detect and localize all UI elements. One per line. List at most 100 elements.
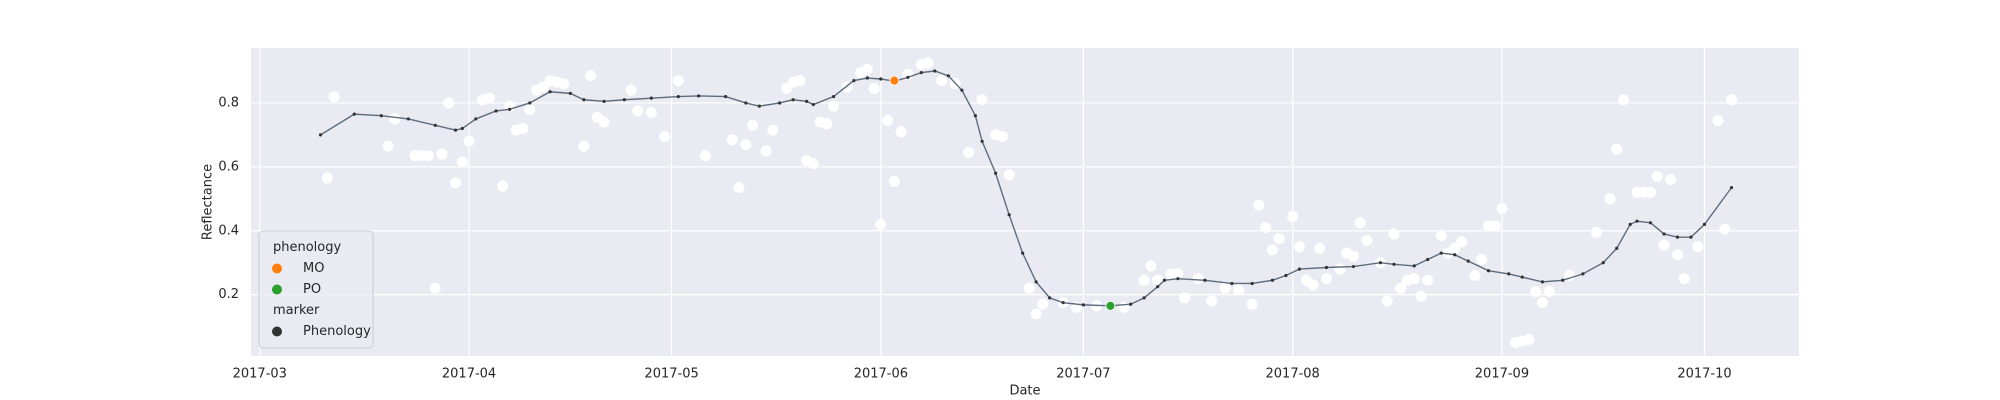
observation-point xyxy=(1334,263,1346,275)
line-dot xyxy=(1581,272,1585,276)
line-dot xyxy=(1520,275,1524,279)
line-dot xyxy=(1081,303,1085,307)
observation-point xyxy=(1347,250,1359,262)
line-dot xyxy=(1129,302,1133,306)
line-dot xyxy=(1203,278,1207,282)
observation-point xyxy=(1179,292,1191,304)
observation-point xyxy=(828,100,840,112)
observation-point xyxy=(1476,254,1488,266)
observation-point xyxy=(1604,193,1616,205)
observation-point xyxy=(1192,273,1204,285)
line-dot xyxy=(744,101,748,105)
observation-point xyxy=(1233,284,1245,296)
observation-point xyxy=(672,75,684,87)
line-dot xyxy=(1176,277,1180,281)
legend-marker xyxy=(272,284,282,295)
observation-point xyxy=(733,182,745,194)
observation-point xyxy=(1395,282,1407,294)
x-tick-label: 2017-07 xyxy=(1056,367,1110,382)
observation-point xyxy=(1523,333,1535,345)
line-dot xyxy=(1426,257,1430,262)
line-dot xyxy=(1615,246,1619,250)
x-tick-label: 2017-04 xyxy=(442,367,496,382)
line-dot xyxy=(494,109,498,113)
line-dot xyxy=(1142,296,1146,300)
line-dot xyxy=(1412,264,1416,268)
observation-point xyxy=(645,107,657,119)
observation-point xyxy=(598,116,610,128)
observation-point xyxy=(726,134,738,146)
line-dot xyxy=(933,69,937,73)
line-dot xyxy=(791,98,795,102)
line-dot xyxy=(602,99,606,103)
line-dot xyxy=(1021,251,1025,255)
line-dot xyxy=(865,76,869,80)
observation-point xyxy=(1408,273,1420,285)
line-dot xyxy=(1453,253,1457,257)
observation-point xyxy=(558,78,570,90)
line-dot xyxy=(1561,278,1565,282)
observation-point xyxy=(1219,282,1231,294)
observation-point xyxy=(740,138,752,150)
legend-box xyxy=(258,230,374,349)
observation-point xyxy=(1712,115,1724,127)
line-dot xyxy=(723,94,728,99)
observation-point xyxy=(436,148,448,160)
line-dot xyxy=(1034,280,1038,284)
observation-point xyxy=(450,177,462,189)
observation-point xyxy=(1692,241,1704,253)
line-dot xyxy=(1392,262,1396,266)
line-dot xyxy=(973,114,977,118)
line-dot xyxy=(805,99,809,103)
line-dot xyxy=(832,94,836,99)
observation-point xyxy=(1138,274,1150,286)
observation-point xyxy=(1273,233,1285,245)
observation-point xyxy=(882,115,894,127)
y-axis-label: Reflectance xyxy=(201,164,216,240)
observation-point xyxy=(1611,143,1623,155)
observation-point xyxy=(1455,236,1467,248)
line-dot xyxy=(1284,273,1288,278)
line-dot xyxy=(379,114,383,118)
line-dot xyxy=(994,171,998,175)
observation-point xyxy=(976,94,988,106)
observation-point xyxy=(1665,174,1677,186)
observation-point xyxy=(963,146,975,158)
observation-point xyxy=(922,57,934,69)
legend-title: phenology xyxy=(273,240,341,255)
legend-label: PO xyxy=(303,282,321,297)
line-dot xyxy=(649,96,653,100)
observation-point xyxy=(321,172,333,184)
line-dot xyxy=(1635,219,1639,223)
observation-point xyxy=(659,131,671,143)
line-dot xyxy=(474,117,478,121)
line-dot xyxy=(879,77,883,81)
x-tick-label: 2017-03 xyxy=(233,367,287,382)
line-dot xyxy=(406,117,410,121)
observation-point xyxy=(1489,220,1501,232)
line-dot xyxy=(1540,280,1545,284)
observation-point xyxy=(578,140,590,152)
line-dot xyxy=(1162,278,1167,282)
observation-point xyxy=(1496,202,1508,214)
line-dot xyxy=(1689,235,1693,239)
line-dot xyxy=(1601,261,1605,265)
observation-point xyxy=(807,158,819,170)
observation-point xyxy=(1314,242,1326,254)
x-tick-label: 2017-10 xyxy=(1677,367,1731,382)
observation-point xyxy=(625,84,637,96)
line-dot xyxy=(460,126,464,131)
observation-point xyxy=(429,282,441,294)
observation-point xyxy=(1206,295,1218,307)
line-dot xyxy=(778,101,782,105)
observation-point xyxy=(1658,239,1670,251)
observation-point xyxy=(456,156,468,168)
x-axis-label: Date xyxy=(1009,384,1040,399)
line-dot xyxy=(1439,251,1443,255)
observation-point xyxy=(861,63,873,75)
observation-point xyxy=(1293,241,1305,253)
observation-point xyxy=(895,126,907,138)
legend-label: Phenology xyxy=(303,324,371,339)
observation-point xyxy=(382,140,394,152)
